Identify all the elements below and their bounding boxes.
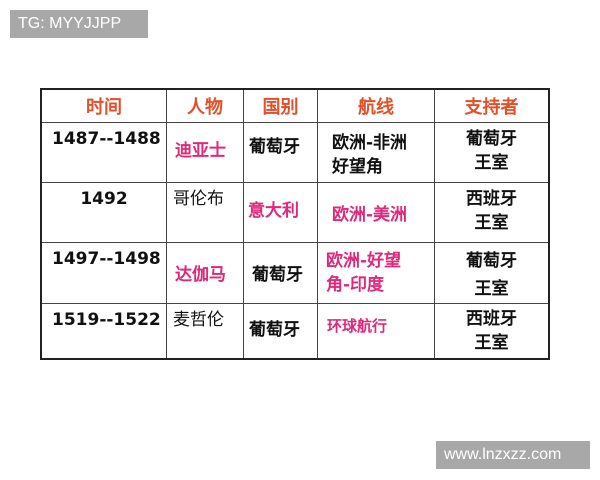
table-row: 1519--1522 麦哲伦 葡萄牙 环球航行 西班牙王室 — [40, 303, 550, 359]
route-text: 欧洲-非洲 — [332, 133, 408, 153]
route-text: 角-印度 — [326, 275, 385, 295]
supporter-text: 王室 — [474, 153, 509, 173]
time-text: 1487--1488 — [52, 129, 161, 149]
header-row: 时间 人物 国别 航线 支持者 — [40, 88, 550, 123]
table-row: 1487--1488 迪亚士 葡萄牙 欧洲-非洲好望角 葡萄牙王室 — [40, 122, 550, 183]
cell-country: 葡萄牙 — [243, 122, 318, 183]
supporter-text: 葡萄牙 — [466, 251, 517, 271]
time-text: 1492 — [80, 189, 128, 209]
country-text: 葡萄牙 — [249, 320, 300, 340]
route-text: 欧洲-美洲 — [332, 205, 408, 225]
cell-person: 麦哲伦 — [166, 303, 244, 359]
person-text: 哥伦布 — [173, 189, 224, 209]
supporter-text: 王室 — [474, 279, 509, 299]
cell-route: 环球航行 — [317, 303, 435, 359]
supporter-text: 西班牙 — [466, 189, 517, 209]
time-text: 1497--1498 — [52, 249, 161, 269]
header-country: 国别 — [243, 88, 318, 123]
cell-route: 欧洲-好望角-印度 — [317, 242, 435, 304]
watermark-bottom-right: www.lnzxzz.com — [436, 441, 590, 469]
voyages-table: 时间 人物 国别 航线 支持者 1487--1488 迪亚士 葡萄牙 欧洲-非洲… — [40, 88, 550, 360]
country-text: 意大利 — [248, 201, 299, 221]
header-supporter: 支持者 — [434, 88, 550, 123]
route-text: 好望角 — [332, 157, 383, 177]
cell-supporter: 葡萄牙 王室 — [434, 122, 550, 183]
cell-time: 1519--1522 — [40, 303, 167, 359]
cell-person: 达伽马 — [166, 242, 244, 304]
country-text: 葡萄牙 — [249, 137, 300, 157]
supporter-text: 葡萄牙 — [466, 129, 517, 149]
country-text: 葡萄牙 — [252, 265, 303, 285]
header-route: 航线 — [317, 88, 435, 123]
cell-country: 葡萄牙 — [243, 242, 318, 304]
cell-supporter: 西班牙 王室 — [434, 182, 550, 243]
time-text: 1519--1522 — [52, 310, 161, 330]
table-row: 1492 哥伦布 意大利 欧洲-美洲 西班牙王室 — [40, 182, 550, 243]
cell-country: 意大利 — [243, 182, 318, 243]
supporter-text: 西班牙 — [466, 309, 517, 329]
header-time: 时间 — [40, 88, 167, 123]
cell-route: 欧洲-美洲 — [317, 182, 435, 243]
cell-country: 葡萄牙 — [243, 303, 318, 359]
supporter-text: 王室 — [474, 213, 509, 233]
cell-supporter: 西班牙 王室 — [434, 303, 550, 359]
route-text: 环球航行 — [327, 317, 388, 335]
route-text: 欧洲-好望 — [326, 251, 402, 271]
header-person: 人物 — [166, 88, 244, 123]
supporter-text: 王室 — [474, 333, 509, 353]
cell-person: 哥伦布 — [166, 182, 244, 243]
cell-person: 迪亚士 — [166, 122, 244, 183]
cell-route: 欧洲-非洲好望角 — [317, 122, 435, 183]
person-text: 达伽马 — [175, 265, 226, 285]
watermark-top-left: TG: MYYJJPP — [10, 10, 148, 38]
person-text: 迪亚士 — [175, 141, 226, 161]
person-text: 麦哲伦 — [173, 310, 224, 330]
cell-time: 1492 — [40, 182, 167, 243]
cell-supporter: 葡萄牙 王室 — [434, 242, 550, 304]
table-row: 1497--1498 达伽马 葡萄牙 欧洲-好望角-印度 葡萄牙王室 — [40, 242, 550, 304]
cell-time: 1487--1488 — [40, 122, 167, 183]
cell-time: 1497--1498 — [40, 242, 167, 304]
